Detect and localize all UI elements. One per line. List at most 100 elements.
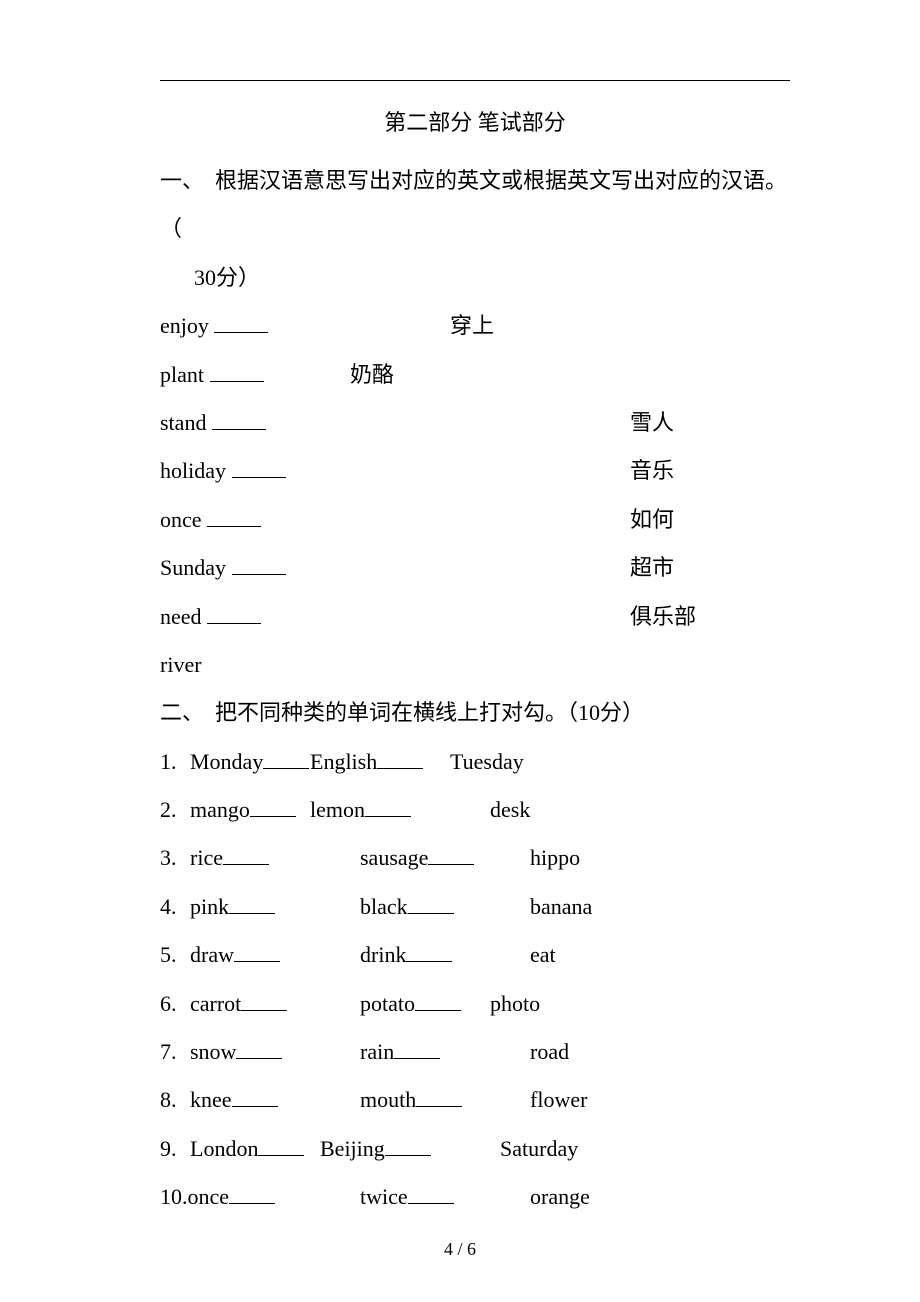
item-number: 4. xyxy=(160,883,190,931)
blank xyxy=(207,504,261,527)
item-c-word: orange xyxy=(530,1184,590,1209)
odd-one-row: 10.oncetwiceorange xyxy=(160,1173,790,1221)
item-a: draw xyxy=(190,931,360,979)
item-c: desk xyxy=(490,786,530,834)
blank xyxy=(406,939,452,962)
item-a: Monday xyxy=(190,738,310,786)
item-a-word: draw xyxy=(190,942,234,967)
blank xyxy=(365,794,411,817)
item-c: photo xyxy=(490,980,540,1028)
item-b-word: potato xyxy=(360,991,415,1016)
item-number: 7. xyxy=(160,1028,190,1076)
item-b: potato xyxy=(360,980,490,1028)
item-c-word: Saturday xyxy=(500,1136,578,1161)
vocab-left-word: need xyxy=(160,604,202,629)
item-c: road xyxy=(530,1028,569,1076)
page-number: 4 / 6 xyxy=(0,1239,920,1260)
vocab-row: once 如何 xyxy=(160,496,790,544)
vocab-left: once xyxy=(160,496,630,544)
blank xyxy=(258,1133,304,1156)
item-b: twice xyxy=(360,1173,530,1221)
vocab-left-word: once xyxy=(160,507,202,532)
vocab-row: river xyxy=(160,641,790,689)
blank xyxy=(229,1181,275,1204)
vocab-right: 如何 xyxy=(630,496,674,544)
item-a-word: rice xyxy=(190,845,223,870)
item-c-word: flower xyxy=(530,1087,587,1112)
item-b: English xyxy=(310,738,450,786)
item-c: eat xyxy=(530,931,556,979)
item-b-word: drink xyxy=(360,942,406,967)
item-num-a: 10.once xyxy=(160,1173,360,1221)
blank xyxy=(408,891,454,914)
vocab-left-word: Sunday xyxy=(160,555,226,580)
item-b-word: Beijing xyxy=(320,1136,385,1161)
vocab-left-word: river xyxy=(160,652,202,677)
blank xyxy=(394,1036,440,1059)
item-b: drink xyxy=(360,931,530,979)
vocab-row: Sunday 超市 xyxy=(160,544,790,592)
vocab-left: enjoy xyxy=(160,302,450,350)
item-a: London xyxy=(190,1125,320,1173)
item-b: lemon xyxy=(310,786,490,834)
vocab-right: 雪人 xyxy=(630,399,674,447)
section1-heading-cont: 30分） xyxy=(160,254,790,302)
item-b: rain xyxy=(360,1028,530,1076)
part-title: 第二部分 笔试部分 xyxy=(160,105,790,137)
blank xyxy=(212,407,266,430)
blank xyxy=(428,842,474,865)
vocab-right: 超市 xyxy=(630,544,674,592)
vocab-row: enjoy 穿上 xyxy=(160,302,790,350)
vocab-left: Sunday xyxy=(160,544,630,592)
item-number: 5. xyxy=(160,931,190,979)
item-a-word: pink xyxy=(190,894,229,919)
item-c: Tuesday xyxy=(450,738,524,786)
vocab-left: plant xyxy=(160,351,350,399)
item-a-word: carrot xyxy=(190,991,241,1016)
vocab-row: plant 奶酪 xyxy=(160,351,790,399)
section2-body: 1.MondayEnglishTuesday2.mangolemondesk3.… xyxy=(160,738,790,1222)
section1-prefix: 一、 xyxy=(160,168,204,193)
item-a: carrot xyxy=(190,980,360,1028)
odd-one-row: 9.London Beijing Saturday xyxy=(160,1125,790,1173)
item-c-word: photo xyxy=(490,991,540,1016)
blank xyxy=(232,1084,278,1107)
item-a: rice xyxy=(190,834,360,882)
odd-one-row: 8.kneemouthflower xyxy=(160,1076,790,1124)
section2-heading: 二、 把不同种类的单词在横线上打对勾。（10分） xyxy=(160,689,790,737)
item-b-word: black xyxy=(360,894,408,919)
item-a: snow xyxy=(190,1028,360,1076)
item-a: once xyxy=(188,1173,358,1221)
odd-one-row: 3.ricesausagehippo xyxy=(160,834,790,882)
item-b: Beijing xyxy=(320,1125,500,1173)
item-number: 6. xyxy=(160,980,190,1028)
odd-one-row: 1.MondayEnglishTuesday xyxy=(160,738,790,786)
item-a: knee xyxy=(190,1076,360,1124)
item-b: black xyxy=(360,883,530,931)
page: 第二部分 笔试部分 一、 根据汉语意思写出对应的英文或根据英文写出对应的汉语。（… xyxy=(0,0,920,1302)
odd-one-row: 7.snow rainroad xyxy=(160,1028,790,1076)
item-c-word: Tuesday xyxy=(450,749,524,774)
item-b-word: lemon xyxy=(310,797,365,822)
item-a-word: snow xyxy=(190,1039,236,1064)
item-c: banana xyxy=(530,883,592,931)
item-c-word: road xyxy=(530,1039,569,1064)
odd-one-row: 6.carrot potato photo xyxy=(160,980,790,1028)
item-number: 9. xyxy=(160,1125,190,1173)
item-c-word: desk xyxy=(490,797,530,822)
item-c-word: banana xyxy=(530,894,592,919)
item-a: pink xyxy=(190,883,360,931)
item-number: 1. xyxy=(160,738,190,786)
blank xyxy=(236,1036,282,1059)
blank xyxy=(234,939,280,962)
vocab-left-word: plant xyxy=(160,362,204,387)
blank xyxy=(210,359,264,382)
blank xyxy=(214,310,268,333)
item-a-word: mango xyxy=(190,797,250,822)
vocab-row: holiday 音乐 xyxy=(160,447,790,495)
section1-body: enjoy 穿上plant 奶酪stand 雪人holiday 音乐once 如… xyxy=(160,302,790,689)
blank xyxy=(416,1084,462,1107)
vocab-left: stand xyxy=(160,399,630,447)
item-a-word: London xyxy=(190,1136,258,1161)
blank xyxy=(415,988,461,1011)
